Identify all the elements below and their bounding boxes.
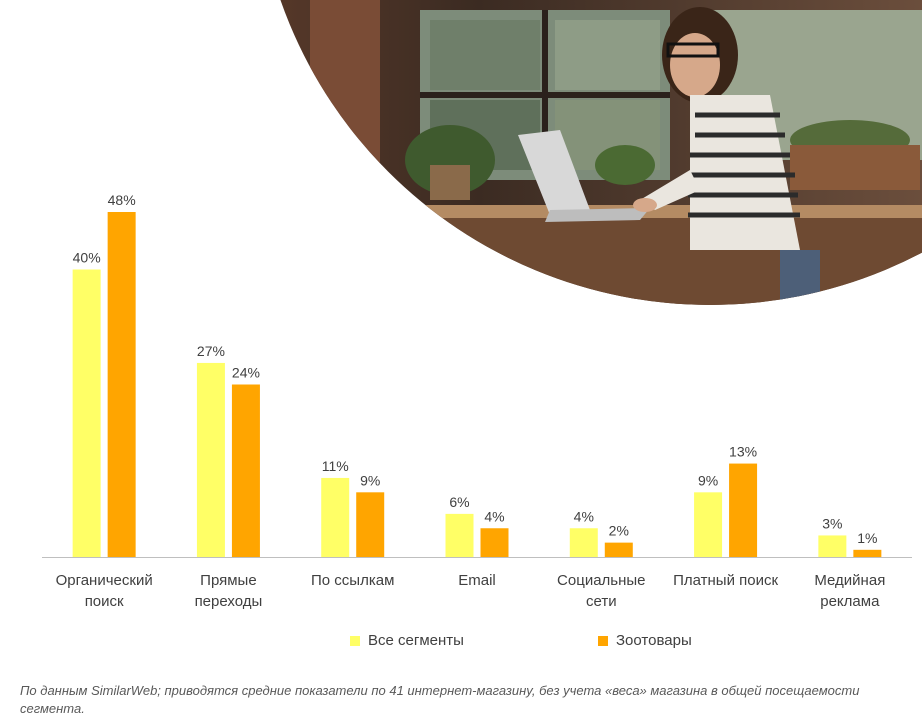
bar-pet-products-4 (604, 542, 633, 557)
bar-all-segments-0 (72, 269, 101, 557)
category-label-3: Email (458, 572, 496, 589)
bar-all-segments-2 (321, 477, 350, 557)
value-label-pet-products-1: 24% (232, 365, 260, 381)
value-label-pet-products-3: 4% (484, 508, 504, 524)
value-label-all-segments-0: 40% (73, 250, 101, 266)
category-label-1: Прямые переходы (194, 572, 263, 610)
value-label-pet-products-0: 48% (108, 192, 136, 208)
value-label-all-segments-2: 11% (322, 458, 349, 474)
category-label-0: Органический поиск (55, 572, 153, 610)
value-label-pet-products-2: 9% (360, 472, 380, 488)
legend-item-pet-products: Зоотовары (598, 632, 692, 649)
value-label-all-segments-4: 4% (574, 508, 594, 524)
value-label-pet-products-5: 13% (729, 444, 757, 460)
value-label-all-segments-1: 27% (197, 343, 225, 359)
bar-all-segments-5 (694, 492, 723, 557)
value-label-all-segments-5: 9% (698, 472, 718, 488)
category-label-6: Медийная реклама (814, 572, 886, 610)
category-label-5: Платный поиск (673, 572, 779, 589)
value-label-pet-products-6: 1% (857, 530, 877, 546)
legend-swatch-yellow (350, 635, 360, 646)
bar-pet-products-3 (480, 528, 509, 557)
bar-pet-products-2 (356, 492, 385, 557)
bar-all-segments-6 (818, 535, 847, 557)
value-label-all-segments-6: 3% (822, 515, 842, 531)
category-label-4: Социальные сети (557, 572, 646, 610)
legend-item-all-segments: Все сегменты (350, 632, 464, 649)
legend-label-pet-products: Зоотовары (616, 632, 692, 649)
bar-all-segments-1 (196, 362, 225, 557)
legend-swatch-orange (598, 635, 608, 646)
footnote: По данным SimilarWeb; приводятся средние… (20, 683, 860, 716)
bar-all-segments-4 (569, 528, 598, 557)
bar-all-segments-3 (445, 513, 474, 557)
value-label-pet-products-4: 2% (609, 523, 629, 539)
bar-pet-products-1 (231, 384, 260, 557)
legend-label-all-segments: Все сегменты (368, 632, 464, 649)
bar-pet-products-0 (107, 212, 136, 557)
value-label-all-segments-3: 6% (449, 494, 469, 510)
bar-pet-products-5 (729, 463, 758, 557)
bar-pet-products-6 (853, 549, 882, 557)
category-label-2: По ссылкам (311, 572, 395, 589)
